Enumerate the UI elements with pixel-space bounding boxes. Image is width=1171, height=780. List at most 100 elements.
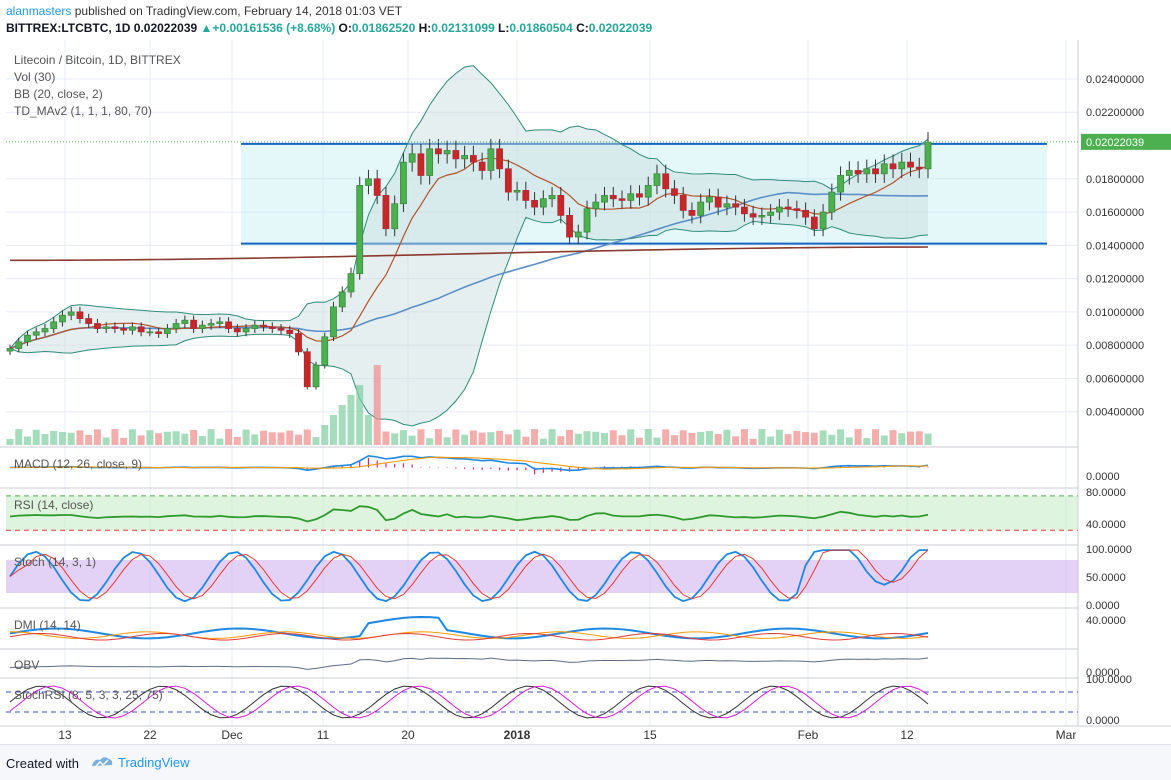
volume-bar (137, 435, 145, 445)
publish-line: alanmasters published on TradingView.com… (6, 4, 402, 18)
volume-bar (898, 433, 906, 445)
candle (163, 328, 171, 334)
time-axis-label: Dec (221, 728, 242, 742)
stoch-axis-label: 100.0000 (1086, 544, 1132, 556)
candle (741, 206, 748, 215)
dmi-minus (9, 632, 929, 641)
tradingview-brand[interactable]: TradingView (90, 754, 190, 770)
candle (837, 175, 844, 193)
volume-bar (705, 431, 713, 445)
candle (391, 203, 399, 230)
volume-bar (329, 415, 337, 445)
volume-bar (443, 437, 451, 445)
candle (365, 178, 372, 186)
candle (286, 329, 294, 334)
candle (417, 153, 425, 176)
published-text: published on TradingView.com, February 1… (74, 4, 403, 18)
volume-bar (452, 429, 460, 445)
time-axis-label: 13 (58, 728, 72, 742)
candle (924, 141, 932, 170)
volume-bar (67, 432, 75, 445)
candle (59, 314, 66, 323)
candle (749, 213, 757, 218)
volume-bar (732, 436, 740, 445)
volume-bar (321, 425, 329, 445)
volume-bar (583, 431, 591, 445)
price-axis-label: 0.00800000 (1086, 340, 1144, 352)
candle (111, 326, 119, 329)
candle (94, 323, 101, 329)
candle (128, 326, 136, 331)
candle (863, 168, 871, 175)
stoch-k (9, 549, 928, 603)
volume-bar (845, 437, 853, 445)
chart-area[interactable]: 0.02022039 0.02400000 0.02200000 0.01800000… (0, 40, 1171, 744)
candle (775, 206, 783, 213)
dmi-label: DMI (14, 14) (14, 618, 81, 632)
stoch-d (9, 549, 929, 600)
candle (452, 150, 460, 160)
stochrsi-d (9, 685, 929, 719)
obv-line (9, 657, 929, 670)
candle (233, 328, 241, 333)
candle (76, 311, 84, 319)
ma-200 (9, 246, 929, 262)
candle (408, 153, 416, 163)
rsi-axis-label: 40.0000 (1086, 519, 1126, 531)
candle (24, 334, 31, 343)
close-label: C: (576, 21, 589, 35)
volume-bar (207, 429, 215, 445)
volume-bar (539, 438, 547, 445)
candle (828, 191, 836, 213)
volume-bar (627, 429, 635, 445)
candle (618, 198, 626, 201)
candle (32, 331, 40, 336)
candle (557, 195, 565, 216)
candle (872, 168, 879, 175)
bollinger-lower (9, 216, 929, 427)
candle (504, 168, 512, 193)
time-axis-label: 20 (401, 728, 415, 742)
candle (636, 193, 643, 198)
volume-bar (198, 436, 206, 445)
volume-bar (417, 429, 425, 445)
time-axis-label: Feb (798, 728, 819, 742)
volume-bar (767, 436, 775, 445)
volume-bar (295, 434, 303, 445)
high-label: H: (418, 21, 432, 35)
volume-bar (286, 430, 294, 445)
rsi-line (9, 505, 929, 523)
candle (653, 173, 661, 186)
candle (268, 326, 276, 329)
chart-canvas[interactable]: 0.02022039 0.02400000 0.02200000 0.01800000… (0, 40, 1171, 744)
candle (443, 150, 451, 155)
candle (601, 195, 608, 203)
macd-label: MACD (12, 26, close, 9) (14, 457, 142, 471)
candle (548, 195, 556, 200)
volume-bar (863, 438, 871, 445)
volume-bar (434, 429, 442, 445)
candle (15, 341, 23, 349)
candle (767, 211, 775, 216)
candle (277, 328, 285, 331)
volume-bar (23, 436, 31, 445)
volume-bar (740, 429, 748, 445)
candle (400, 161, 407, 205)
volume-bar (522, 436, 530, 445)
candle (461, 155, 469, 160)
change-arrow-icon: ▲ (200, 21, 213, 35)
candle (592, 201, 600, 210)
candle (880, 163, 888, 175)
volume-bar (364, 415, 372, 445)
candle (671, 188, 678, 196)
time-axis-label: 22 (143, 728, 157, 742)
candle (583, 208, 591, 233)
volume-bar (233, 436, 241, 445)
volume-bar (487, 432, 495, 445)
volume-bar (102, 437, 110, 445)
legend-td: TD_MAv2 (1, 1, 1, 80, 70) (14, 104, 152, 118)
volume-bar (609, 430, 617, 445)
volume-bar (758, 429, 766, 445)
candle (758, 214, 766, 218)
author-link[interactable]: alanmasters (6, 4, 72, 18)
